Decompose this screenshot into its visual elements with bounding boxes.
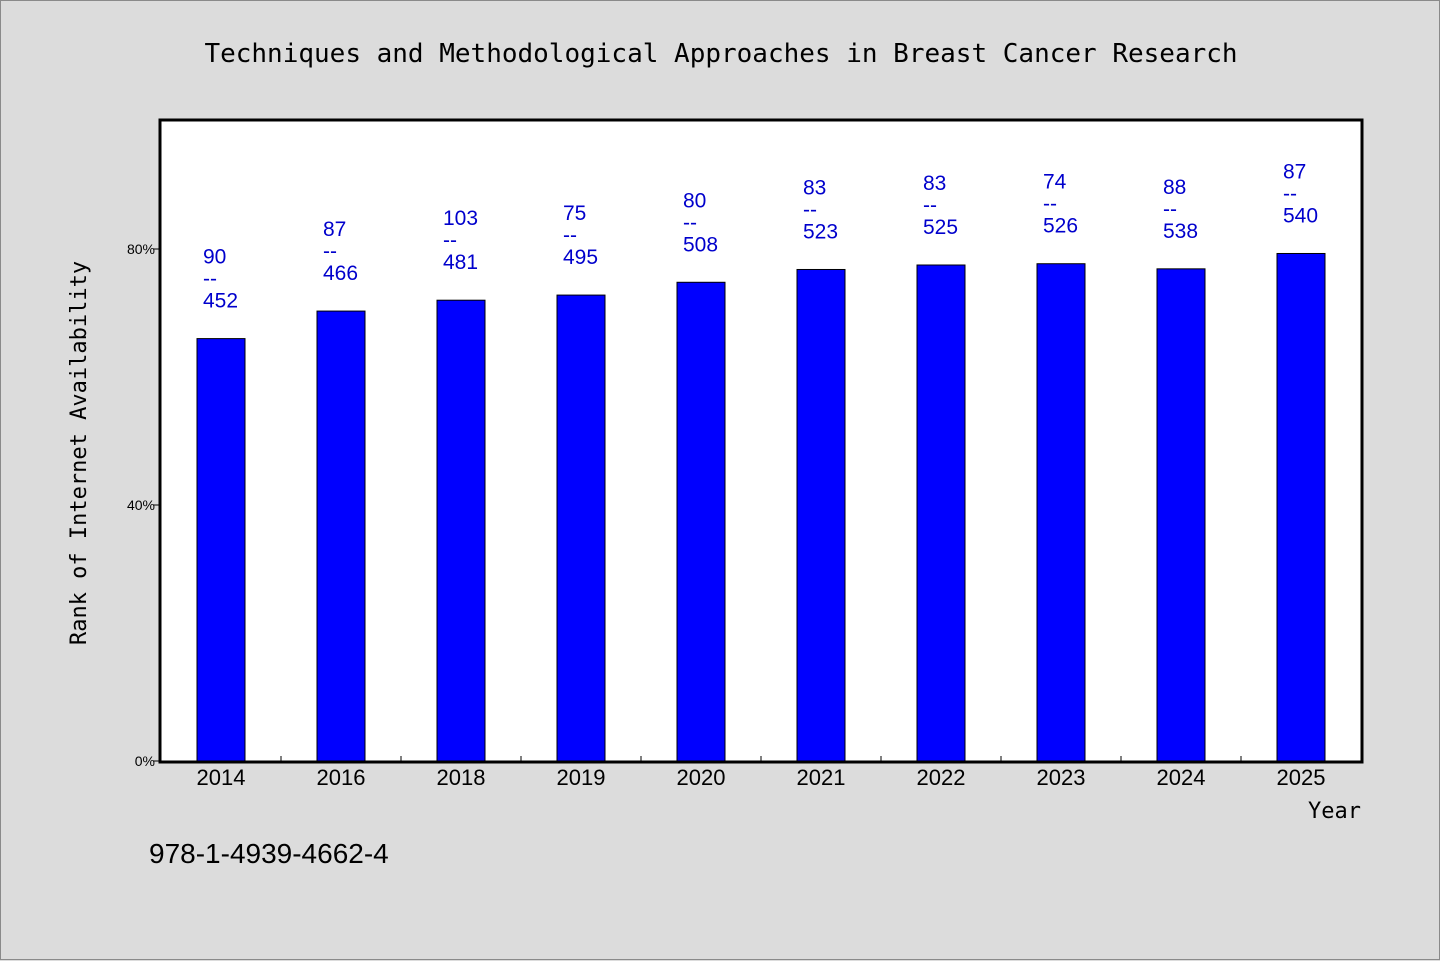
x-tick-label: 2019 bbox=[557, 765, 606, 790]
bar-2018 bbox=[436, 299, 486, 762]
x-axis-title: Year bbox=[1308, 799, 1361, 824]
data-label-separator: -- bbox=[323, 240, 337, 263]
data-label-bottom: 523 bbox=[803, 220, 838, 243]
x-tick-label: 2014 bbox=[197, 765, 246, 790]
data-label-separator: -- bbox=[683, 211, 697, 234]
bar-2023 bbox=[1036, 263, 1086, 762]
data-label-top: 87 bbox=[1283, 160, 1306, 183]
data-label-top: 88 bbox=[1163, 176, 1186, 199]
x-tick-label: 2021 bbox=[797, 765, 846, 790]
x-tick-label: 2023 bbox=[1037, 765, 1086, 790]
data-label-separator: -- bbox=[1163, 198, 1177, 221]
data-label-top: 83 bbox=[923, 172, 946, 195]
x-tick-label: 2025 bbox=[1277, 765, 1326, 790]
bar-2025 bbox=[1276, 252, 1326, 762]
data-label-bottom: 495 bbox=[563, 246, 598, 269]
data-label-bottom: 540 bbox=[1283, 204, 1318, 227]
y-axis: 0% 40% 80% bbox=[127, 241, 161, 769]
data-label-top: 90 bbox=[203, 246, 226, 269]
data-label-top: 75 bbox=[563, 202, 586, 225]
y-axis-title: Rank of Internet Availability bbox=[67, 261, 92, 645]
data-label-separator: -- bbox=[443, 229, 457, 252]
isbn-text: 978-1-4939-4662-4 bbox=[149, 838, 389, 869]
bar-2016 bbox=[316, 310, 366, 762]
data-label-separator: -- bbox=[563, 224, 577, 247]
x-tick-label: 2016 bbox=[317, 765, 366, 790]
data-label-bottom: 452 bbox=[203, 290, 238, 313]
data-label-separator: -- bbox=[203, 268, 217, 291]
data-label-bottom: 466 bbox=[323, 262, 358, 285]
bar-2024 bbox=[1156, 268, 1206, 762]
x-tick-label: 2024 bbox=[1157, 765, 1206, 790]
bar-2022 bbox=[916, 264, 966, 762]
data-label-top: 103 bbox=[443, 207, 478, 230]
data-label-separator: -- bbox=[1043, 193, 1057, 216]
x-tick-label: 2020 bbox=[677, 765, 726, 790]
x-tick-label: 2018 bbox=[437, 765, 486, 790]
data-label-separator: -- bbox=[1283, 182, 1297, 205]
y-tick-label: 0% bbox=[135, 753, 155, 769]
y-tick-label: 80% bbox=[127, 241, 155, 257]
x-axis: 2014 2016 2018 2019 2020 2021 2022 2023 2024 2025 bbox=[197, 756, 1326, 790]
x-tick-label: 2022 bbox=[917, 765, 966, 790]
bar-2019 bbox=[556, 294, 606, 762]
data-label-bottom: 481 bbox=[443, 251, 478, 274]
data-label-separator: -- bbox=[803, 198, 817, 221]
data-label-bottom: 525 bbox=[923, 216, 958, 239]
chart-title: Techniques and Methodological Approaches… bbox=[204, 39, 1237, 69]
bar-2014 bbox=[196, 338, 246, 762]
data-label-bottom: 538 bbox=[1163, 220, 1198, 243]
data-label-top: 80 bbox=[683, 189, 706, 212]
data-label-top: 83 bbox=[803, 176, 826, 199]
data-label-bottom: 508 bbox=[683, 233, 718, 256]
data-labels-group: 90--45287--466103--48175--49580--50883--… bbox=[203, 160, 1318, 312]
data-label-bottom: 526 bbox=[1043, 215, 1078, 238]
bar-2020 bbox=[676, 281, 726, 762]
y-tick-label: 40% bbox=[127, 497, 155, 513]
data-label-top: 74 bbox=[1043, 171, 1067, 194]
bars-group bbox=[196, 252, 1326, 762]
data-label-separator: -- bbox=[923, 194, 937, 217]
bar-2021 bbox=[796, 268, 846, 762]
data-label-top: 87 bbox=[323, 218, 346, 241]
